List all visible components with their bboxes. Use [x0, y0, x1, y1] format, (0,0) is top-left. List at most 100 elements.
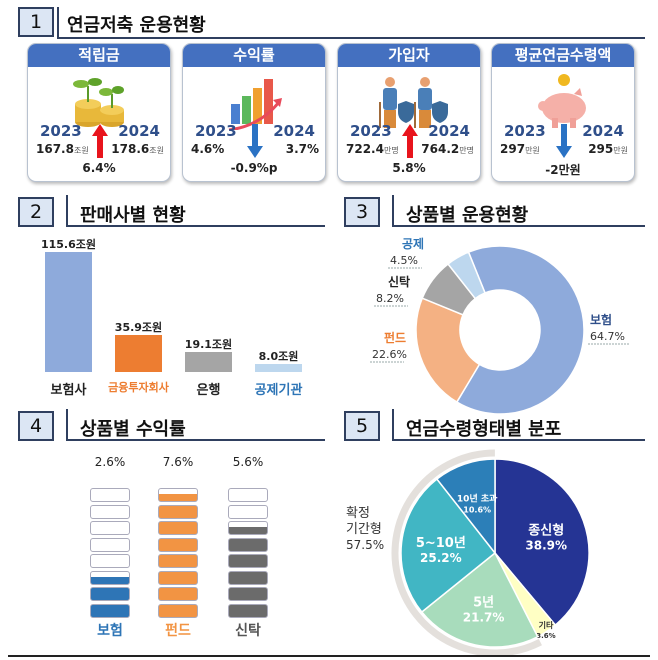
value-before: 297만원 [500, 142, 540, 156]
block-unit [90, 570, 130, 585]
donut-category-label: 신탁 [388, 274, 410, 289]
block-unit [158, 504, 198, 519]
pie-value-label: 10.6% [463, 505, 491, 514]
block-unit [228, 587, 268, 601]
year-before: 2023 [350, 122, 392, 140]
value-before: 722.4만명 [346, 142, 399, 156]
summary-card: 평균연금수령액 2023 2024 297만원 295만원 -2만원 [491, 43, 635, 182]
group-arc-fixed-period [391, 449, 542, 655]
value-number: 167.8 [36, 142, 74, 156]
section-number: 5 [344, 411, 380, 441]
pie-category-label: 10년 초과 [457, 492, 498, 504]
section-title: 연금수령형태별 분포 [406, 419, 562, 440]
pie-category-label: 기타 [539, 620, 554, 630]
value-after: 178.6조원 [111, 142, 164, 156]
donut-value-label: 4.5% [390, 254, 418, 267]
block-unit [228, 504, 268, 519]
section-number: 2 [18, 197, 54, 227]
section-divider [392, 195, 645, 227]
bar-은행 [185, 352, 232, 372]
block-unit [158, 587, 198, 601]
bar-data-label: 8.0조원 [258, 349, 299, 363]
donut-value-label: 8.2% [376, 292, 404, 305]
block-unit [228, 537, 268, 552]
value-number: 178.6 [111, 142, 150, 156]
value-unit: 만원 [525, 146, 540, 155]
card-title: 수익률 [183, 44, 325, 67]
block-unit [228, 488, 268, 502]
value-after: 295만원 [588, 142, 628, 156]
change-value: 6.4% [82, 161, 116, 175]
block-unit [228, 603, 268, 618]
bar-category-label: 금융투자회사 [108, 381, 169, 394]
growth-bar-chart-icon [228, 79, 282, 130]
summary-card: 가입자 2023 2024 722.4만명 764.2만명 5.8% [337, 43, 481, 182]
donut-slice-공제 [447, 251, 486, 300]
block-unit [158, 603, 198, 618]
donut-value-label: 64.7% [590, 330, 625, 343]
value-after: 3.7% [286, 142, 319, 156]
card-title: 적립금 [28, 44, 170, 67]
pie-value-label: 21.7% [463, 610, 505, 624]
value-number: 295 [588, 142, 614, 156]
bar-data-label: 19.1조원 [184, 338, 233, 352]
section-title: 연금저축 운용현황 [67, 15, 206, 36]
year-after: 2024 [428, 122, 470, 140]
bar-data-label: 115.6조원 [40, 238, 97, 251]
block-unit [90, 587, 130, 601]
section-divider [66, 195, 325, 227]
piggy-bank-icon [538, 74, 586, 128]
value-before: 4.6% [191, 142, 224, 156]
section-divider [392, 409, 645, 441]
pie-value-label: 38.9% [525, 538, 567, 552]
value-number: 764.2 [421, 142, 460, 156]
donut-slice-보험 [455, 245, 585, 415]
block-category-label: 신탁 [235, 623, 261, 639]
bar-category-label: 공제기관 [254, 383, 303, 398]
value-after: 764.2만명 [421, 142, 474, 156]
section-title: 판매사별 현황 [80, 205, 186, 226]
value-before: 167.8조원 [36, 142, 89, 156]
coin-sprout-icon [73, 78, 124, 127]
group-label: 확정 [346, 506, 370, 521]
donut-category-label: 공제 [402, 237, 424, 251]
block-unit [228, 570, 268, 585]
value-unit: 조원 [149, 146, 164, 155]
year-before: 2023 [40, 122, 82, 140]
section-divider [66, 409, 325, 441]
section-number: 1 [18, 7, 54, 37]
block-unit [158, 570, 198, 585]
section-title: 상품별 수익률 [80, 419, 186, 440]
block-unit [90, 504, 130, 519]
bar-금융투자회사 [115, 334, 162, 372]
donut-category-label: 펀드 [384, 330, 406, 345]
pie-category-label: 종신형 [528, 522, 564, 538]
bar-data-label: 35.9조원 [114, 320, 163, 334]
year-after: 2024 [273, 122, 315, 140]
arrow-down-icon [247, 124, 263, 158]
change-value: 5.8% [392, 161, 426, 175]
value-unit: 조원 [73, 146, 89, 155]
pie-value-label: 3.6% [536, 632, 555, 640]
bar-category-label: 보험사 [50, 383, 87, 398]
pie-slice-종신형 [494, 458, 590, 627]
block-unit [90, 521, 130, 535]
block-unit [90, 488, 130, 502]
value-number: 297 [500, 142, 526, 156]
pie-slice-5년 [420, 551, 539, 648]
value-unit: 만원 [613, 146, 628, 155]
pie-category-label: 5년 [473, 595, 494, 610]
block-unit [90, 537, 130, 552]
pie-slice-5~10년 [400, 478, 497, 614]
change-value: -0.9%p [230, 161, 278, 175]
block-value-label: 7.6% [162, 455, 194, 469]
value-unit: 만명 [383, 146, 399, 155]
pie-category-label: 5~10년 [416, 536, 466, 551]
pie-slice-10년 초과 [435, 458, 496, 556]
arrow-up-icon [402, 124, 418, 158]
block-unit [90, 554, 130, 568]
section-number: 4 [18, 411, 54, 441]
section-divider [57, 7, 645, 39]
block-value-label: 5.6% [232, 455, 264, 469]
block-value-label: 2.6% [94, 455, 126, 469]
